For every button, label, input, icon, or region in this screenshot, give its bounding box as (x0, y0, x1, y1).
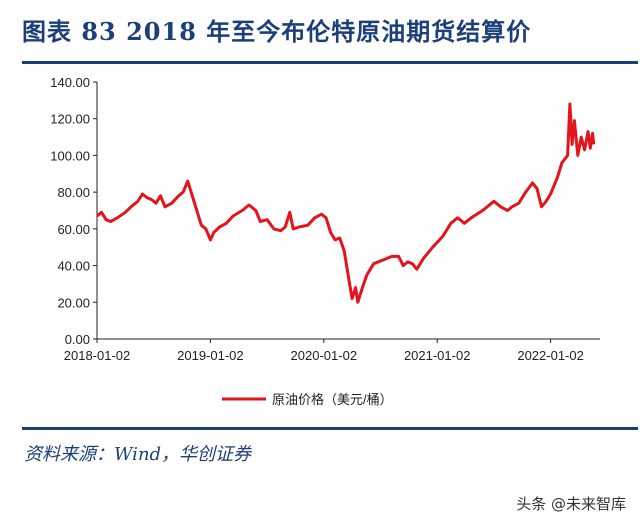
x-tick-label: 2021-01-02 (404, 348, 471, 363)
chart-title: 图表 83 2018 年至今布伦特原油期货结算价 (22, 17, 532, 46)
y-tick-label: 140.00 (50, 75, 90, 90)
y-tick-label: 100.00 (50, 148, 90, 163)
y-tick-label: 40.00 (57, 259, 90, 274)
legend-label: 原油价格（美元/桶） (272, 392, 393, 407)
y-tick-label: 120.00 (50, 112, 90, 127)
x-tick-label: 2022-01-02 (517, 348, 584, 363)
x-tick-label: 2019-01-02 (177, 348, 244, 363)
y-tick-label: 80.00 (57, 185, 90, 200)
line-chart: 0.00 20.00 40.00 60.00 80.00 100.00 120.00 140.… (50, 75, 600, 407)
tick-labels: 0.00 20.00 40.00 60.00 80.00 100.00 120.00 140.… (50, 75, 584, 363)
footer-divider (22, 427, 638, 430)
axes (93, 81, 600, 343)
y-tick-label: 20.00 (57, 295, 90, 310)
title-divider (22, 61, 638, 64)
series-line-oil-price (96, 102, 596, 304)
x-tick-label: 2018-01-02 (64, 348, 131, 363)
legend: 原油价格（美元/桶） (222, 392, 393, 407)
source-note: 资料来源：Wind，华创证券 (24, 444, 252, 465)
x-tick-label: 2020-01-02 (291, 348, 358, 363)
y-tick-label: 60.00 (57, 222, 90, 237)
watermark: 头条 @未来智库 (516, 495, 626, 513)
y-tick-label: 0.00 (65, 332, 90, 347)
